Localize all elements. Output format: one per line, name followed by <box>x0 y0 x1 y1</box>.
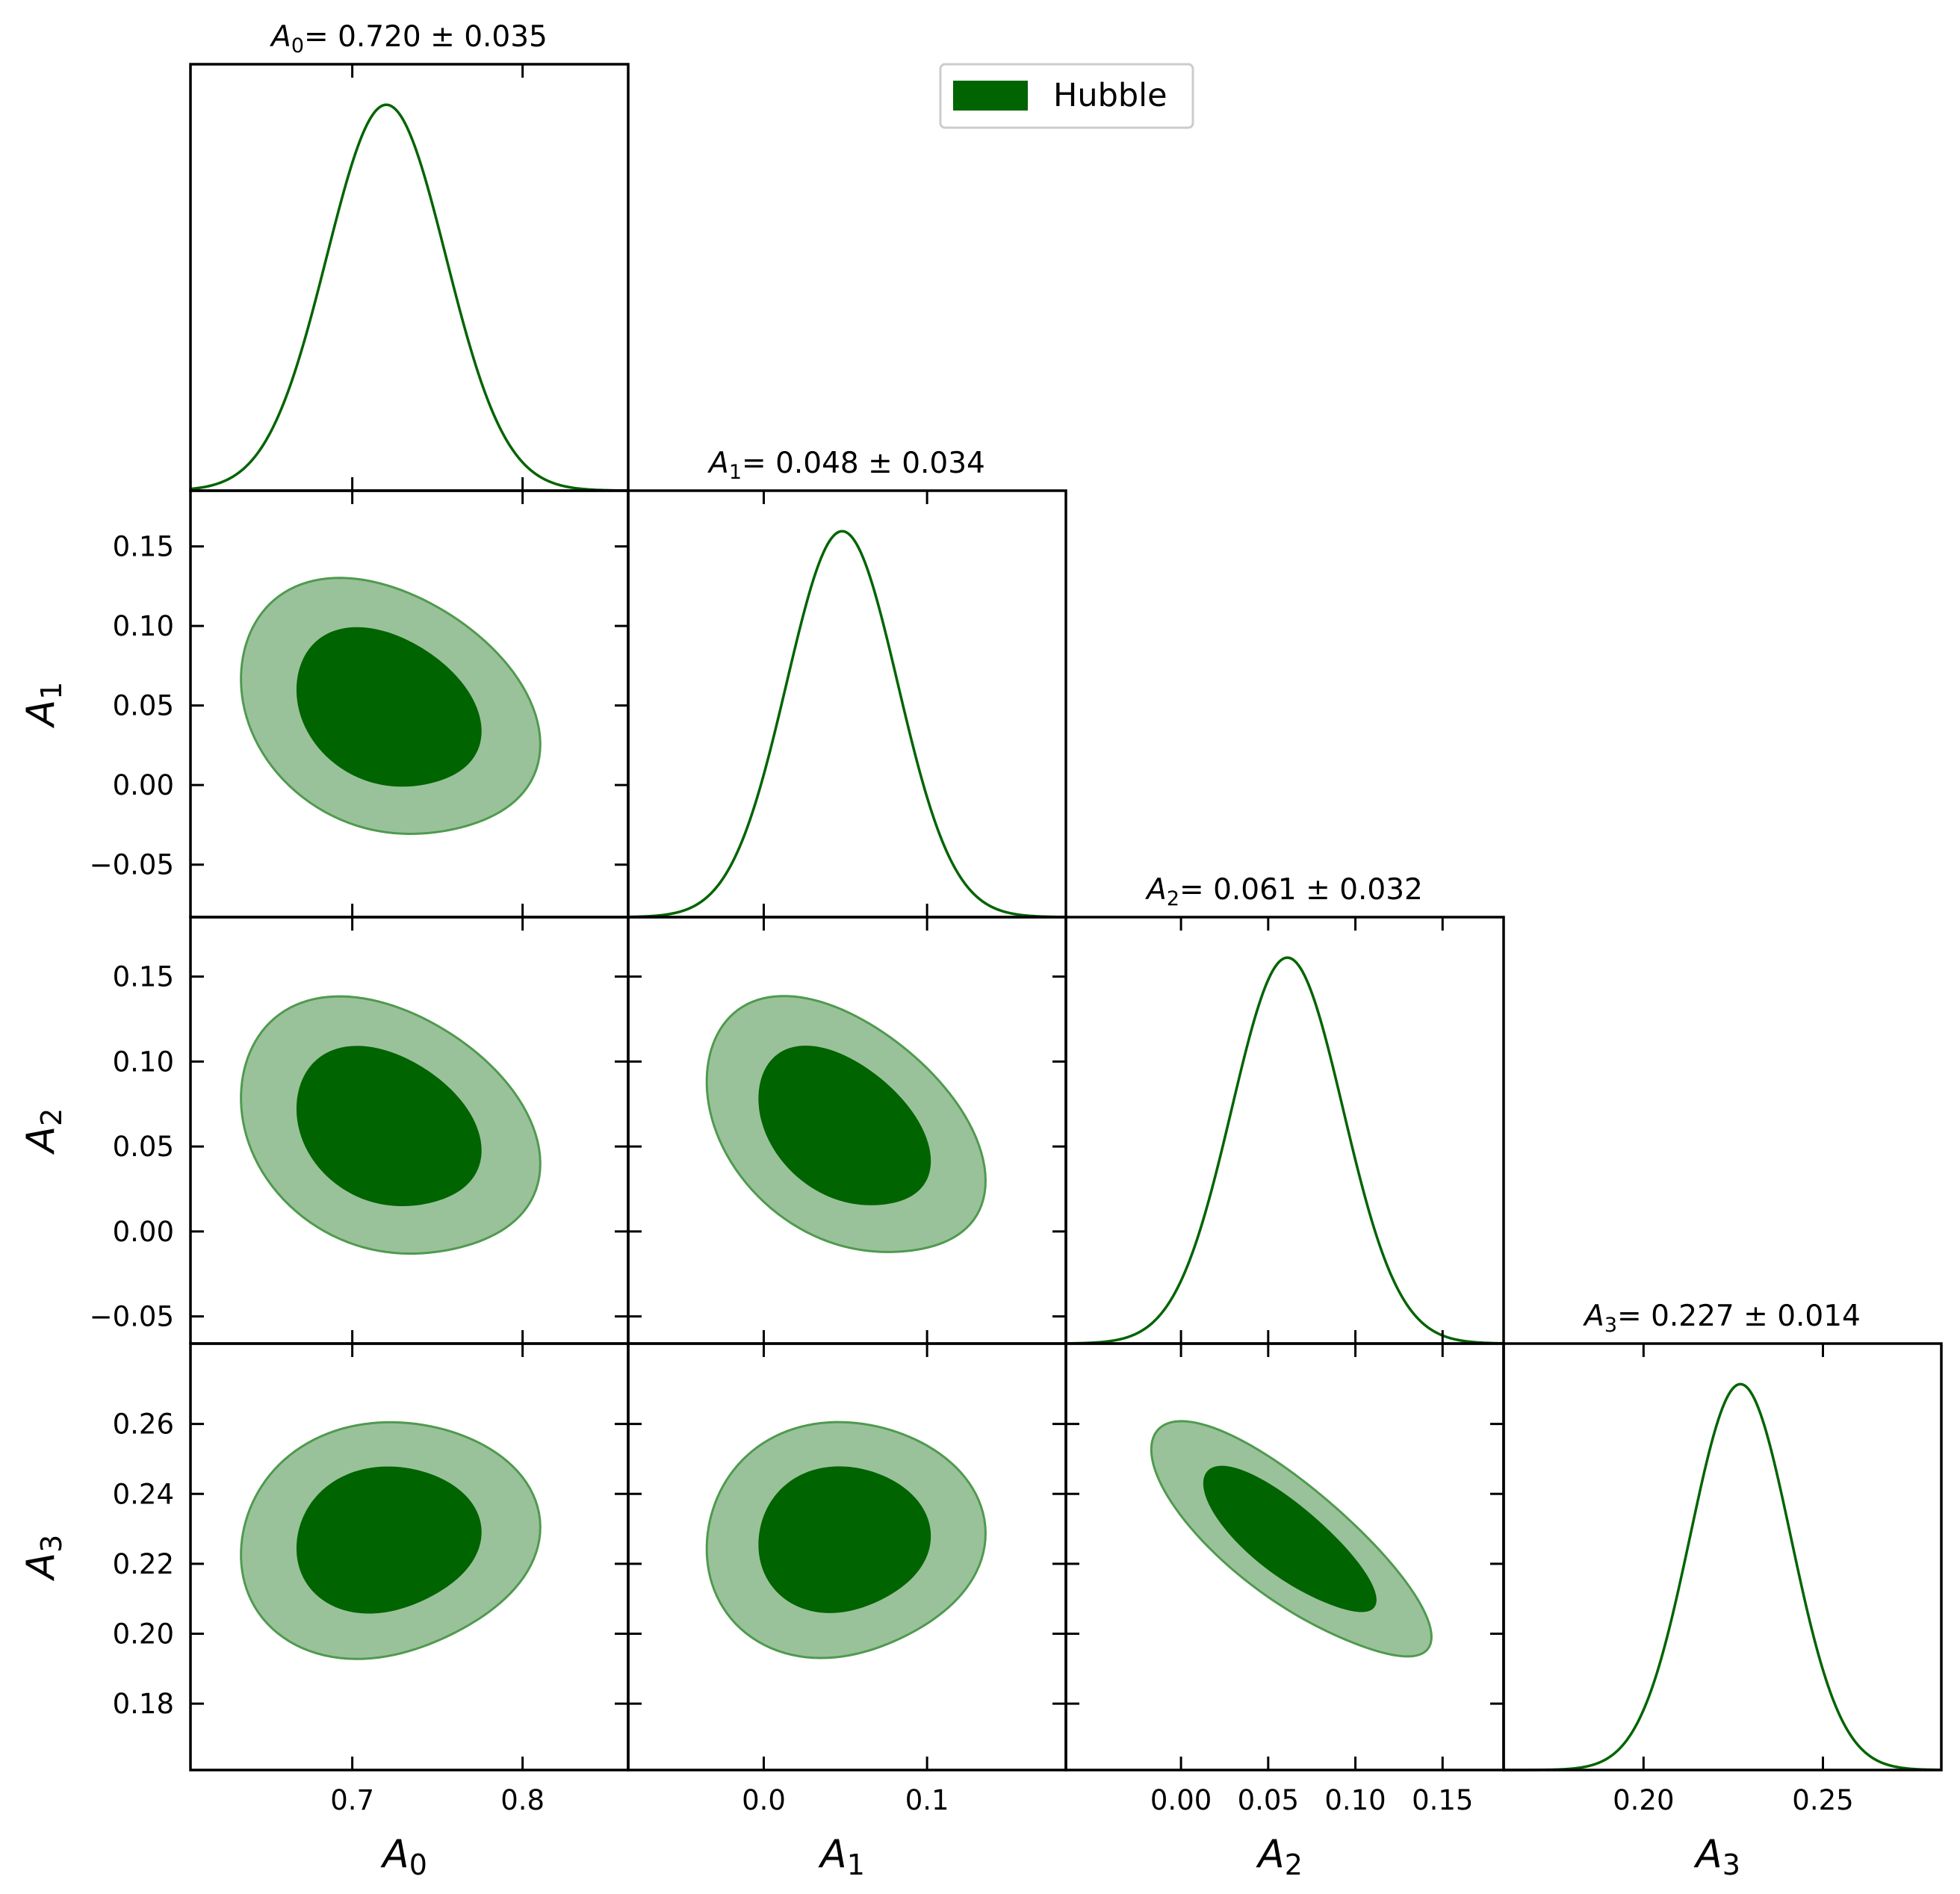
marginal-title-a2: A2= 0.061 ± 0.032 <box>1144 873 1423 910</box>
panel-2d-a0-a1 <box>189 489 630 919</box>
y-tick-label: 0.20 <box>113 1618 174 1650</box>
y-tick-label: 0.00 <box>113 1216 174 1248</box>
legend-label: Hubble <box>1053 77 1167 114</box>
panel-1d-a3: A3= 0.227 ± 0.014 <box>1502 1300 1943 1772</box>
marginal-title-a0: A0= 0.720 ± 0.035 <box>269 20 548 58</box>
panel-2d-a0-a3 <box>189 1342 630 1772</box>
legend: Hubble <box>939 63 1194 129</box>
x-tick-label: 0.05 <box>1238 1784 1299 1816</box>
contour-68 <box>296 627 482 787</box>
y-tick-label: 0.15 <box>113 961 174 993</box>
axis-label-a1: A1 <box>818 1832 865 1881</box>
axis-label-a2: A2 <box>19 1108 68 1155</box>
contour-68 <box>296 1466 482 1614</box>
posterior-curve-a3 <box>1504 1382 1942 1772</box>
marginal-title-a1: A1= 0.048 ± 0.034 <box>707 447 985 484</box>
x-tick-label: 0.10 <box>1324 1784 1386 1816</box>
y-tick-label: 0.10 <box>113 1046 174 1078</box>
panel-frame <box>189 63 630 492</box>
x-tick-label: 0.15 <box>1412 1784 1473 1816</box>
contour-68 <box>296 1046 482 1207</box>
panel-frame <box>1064 916 1505 1345</box>
y-tick-label: −0.05 <box>90 849 174 881</box>
y-tick-label: 0.05 <box>113 1131 174 1163</box>
panel-1d-a1: A1= 0.048 ± 0.034 <box>627 447 1067 919</box>
x-tick-label: 0.25 <box>1792 1784 1853 1816</box>
x-tick-label: 0.8 <box>500 1784 545 1816</box>
x-tick-label: 0.20 <box>1613 1784 1674 1816</box>
contour-68 <box>758 1466 931 1613</box>
panel-2d-a1-a3 <box>627 1342 1067 1772</box>
y-tick-label: 0.00 <box>113 769 174 801</box>
panel-2d-a1-a2 <box>627 916 1067 1345</box>
y-tick-label: 0.15 <box>113 531 174 563</box>
panel-2d-a2-a3 <box>1064 1342 1505 1772</box>
y-tick-label: −0.05 <box>90 1301 174 1333</box>
panel-frame <box>1064 1342 1505 1772</box>
axis-label-a3: A3 <box>19 1535 68 1582</box>
legend-frame <box>939 63 1194 129</box>
axis-label-a1: A1 <box>19 682 68 729</box>
x-tick-label: 0.1 <box>905 1784 949 1816</box>
legend-swatch-hubble <box>953 81 1028 111</box>
panel-2d-a0-a2 <box>189 916 630 1345</box>
contour-68 <box>758 1046 931 1205</box>
marginal-title-a3: A3= 0.227 ± 0.014 <box>1582 1300 1861 1337</box>
axis-label-a3: A3 <box>1693 1832 1740 1881</box>
x-tick-label: 0.0 <box>742 1784 786 1816</box>
posterior-curve-a2 <box>1065 956 1504 1345</box>
contour-68 <box>1203 1465 1377 1612</box>
y-tick-label: 0.05 <box>113 690 174 722</box>
y-tick-label: 0.18 <box>113 1688 174 1720</box>
y-tick-label: 0.24 <box>113 1478 174 1510</box>
y-tick-label: 0.10 <box>113 610 174 642</box>
posterior-curve-a0 <box>190 103 629 492</box>
x-tick-label: 0.7 <box>330 1784 374 1816</box>
axis-label-a0: A0 <box>380 1832 427 1881</box>
y-tick-label: 0.26 <box>113 1409 174 1441</box>
axis-label-a2: A2 <box>1256 1832 1303 1881</box>
panel-1d-a2: A2= 0.061 ± 0.032 <box>1064 873 1505 1345</box>
x-tick-label: 0.00 <box>1150 1784 1212 1816</box>
panel-frame <box>627 489 1067 919</box>
y-tick-label: 0.22 <box>113 1548 174 1580</box>
panel-1d-a0: A0= 0.720 ± 0.035 <box>189 20 630 492</box>
posterior-curve-a1 <box>627 530 1067 919</box>
